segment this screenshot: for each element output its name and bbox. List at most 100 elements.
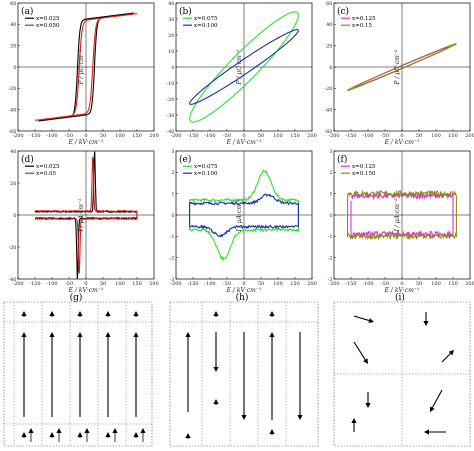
chart-panel-5: -200 -150 -100 -50 0 50 100 150 200 -3 -2 -1 0 1 2 3 E /… [170,149,317,294]
y-axis-label: P / μC·cm⁻² [78,49,85,85]
x-tick-label: 50 [100,281,106,287]
arrow-head [241,415,247,420]
y-axis-label: I / μA·cm⁻² [394,198,401,233]
x-axis-label: E / kV·cm⁻¹ [226,287,262,294]
arrow-head [56,428,62,433]
dipole-arrow [84,428,90,442]
arrow-head [424,429,429,435]
dipole-arrow [21,311,27,317]
y-tick-label: -40 [8,277,16,283]
x-tick-label: 0 [400,133,403,139]
x-tick-label: -50 [65,281,73,287]
series-line-1 [38,12,134,122]
y-tick-label: 60 [326,1,332,7]
dipole-arrow [105,311,111,317]
y-tick-label: -20 [166,97,174,103]
dipole-arrow [241,332,247,420]
arrow-head [28,428,34,433]
dipole-arrow [441,350,454,363]
legend-entry: x=0.05 [36,171,56,177]
y-tick-label: 1 [171,191,174,197]
y-tick-label: 1 [329,191,332,197]
x-tick-label: -100 [362,281,373,287]
dipole-arrow [430,389,443,412]
x-tick-label: -100 [204,133,215,139]
x-tick-label: -200 [170,281,181,287]
legend-entry: x=0.150 [352,171,376,177]
domain-frame [169,301,319,447]
panel-label: (i) [395,292,405,303]
legend-entry: x=0.125 [352,16,376,22]
x-tick-label: -150 [345,281,356,287]
y-axis-label: P / μC·cm⁻² [236,49,243,85]
legend-entry: x=0.125 [352,164,376,170]
x-tick-label: 200 [149,133,159,139]
arrow-head [84,428,90,433]
y-tick-label: -3 [328,277,333,283]
x-tick-label: 50 [258,133,264,139]
x-tick-label: -150 [187,133,198,139]
y-tick-label: 3 [171,149,174,155]
y-axis-label: I / μA·cm⁻² [236,198,243,233]
panel-label: (h) [236,292,249,303]
x-axis-label: E / kV·cm⁻¹ [384,139,420,146]
y-tick-label: 20 [10,43,16,49]
arrow-head [105,432,111,437]
y-tick-label: 20 [326,43,332,49]
arrow-head [297,415,303,420]
series-line-2 [189,29,299,105]
x-tick-label: 150 [290,281,300,287]
y-tick-label: -2 [328,255,333,261]
domain-frame [3,301,153,447]
dipole-arrow [21,432,27,438]
x-tick-label: -100 [204,281,215,287]
x-tick-label: 200 [307,133,317,139]
arrow-head [351,418,357,423]
y-tick-label: -30 [166,113,174,119]
chart-panel-2: -200 -150 -100 -50 0 50 100 150 200-40-30-20-100… [166,1,316,146]
dipole-arrow [351,418,357,432]
arrow-head [213,311,219,316]
arrow-head [21,432,27,437]
series-line-1 [189,11,299,123]
arrow-head [185,433,191,438]
series-line-2 [347,189,457,241]
arrow-shaft [431,389,443,408]
x-tick-label: 150 [448,133,458,139]
x-axis-label: E / kV·cm⁻¹ [226,139,262,146]
legend-entry: x=0.075 [194,16,218,22]
y-tick-label: 0 [13,65,16,71]
x-tick-label: 150 [448,281,458,287]
arrow-head [133,311,139,316]
arrow-head [140,428,146,433]
dipole-arrow [105,332,111,417]
dipole-arrow [105,432,111,438]
y-tick-label: -20 [8,245,16,251]
arrow-head [269,332,275,337]
dipole-arrow [213,399,219,405]
x-tick-label: 100 [115,281,125,287]
x-tick-label: -50 [381,133,389,139]
dipole-arrow [28,428,34,442]
arrow-head [77,332,83,337]
dipole-arrow [424,429,446,435]
dipole-arrow [133,432,139,438]
arrow-head [112,428,118,433]
x-tick-label: -200 [12,133,23,139]
x-tick-label: 0 [84,133,87,139]
arrow-head [430,406,435,412]
dipole-arrow [56,428,62,442]
dipole-arrow [353,341,368,364]
domain-panel-2: (h) [169,292,319,447]
dipole-arrow [297,332,303,420]
y-tick-label: 0 [329,65,332,71]
x-tick-label: 150 [290,133,300,139]
domain-panel-3: (i) [333,292,471,447]
y-tick-label: -20 [8,86,16,92]
dipole-arrow [77,332,83,417]
y-axis-label: P / μC·cm⁻² [394,49,401,85]
legend-entry: x=0.050 [36,23,60,29]
legend-entry: x=0.15 [352,23,372,29]
x-tick-label: 100 [431,133,441,139]
x-axis-label: E / kV·cm⁻¹ [68,139,104,146]
